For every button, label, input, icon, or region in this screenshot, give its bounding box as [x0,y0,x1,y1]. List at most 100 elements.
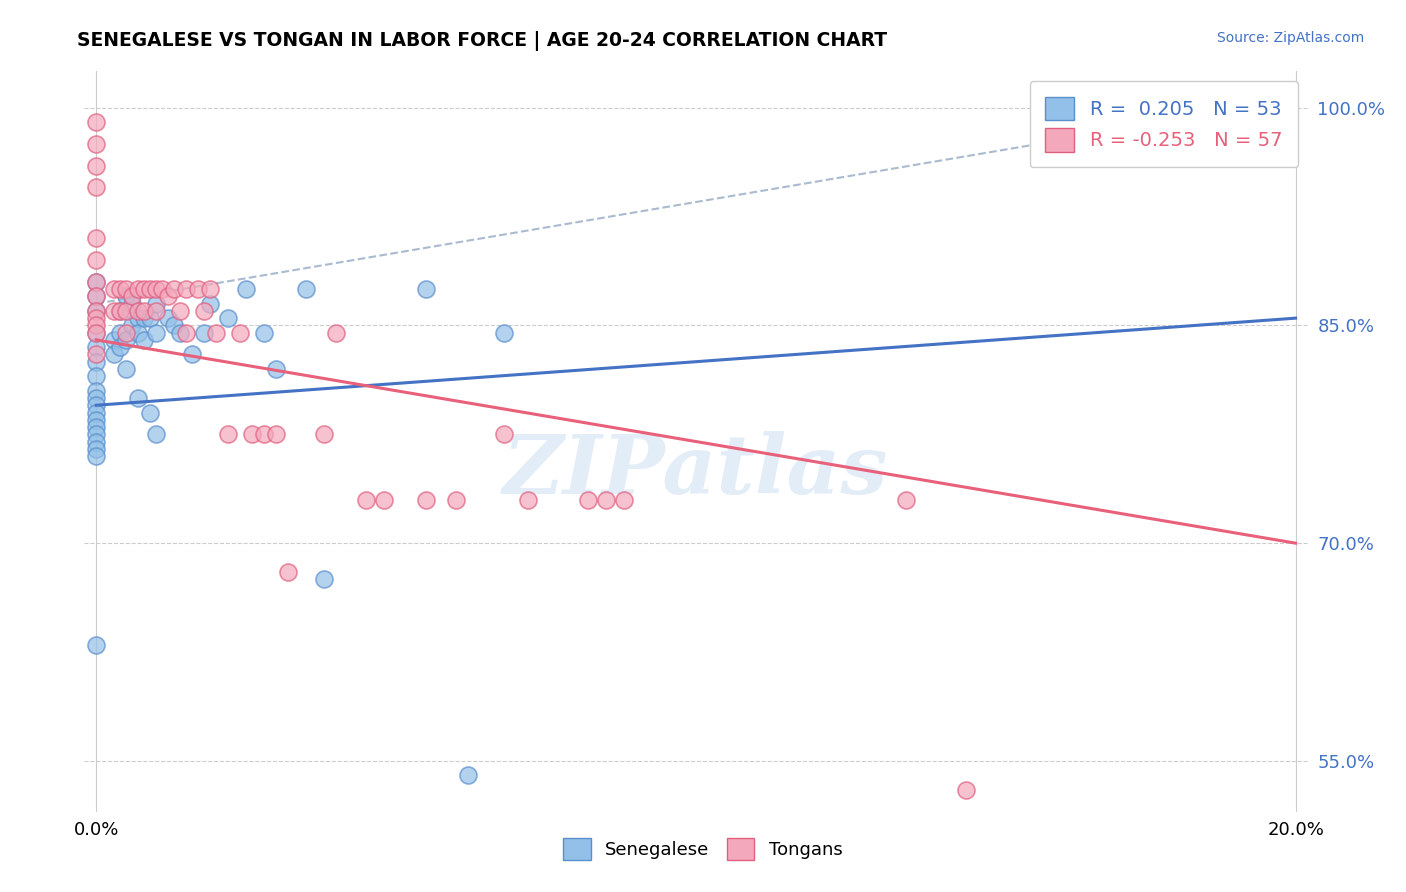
Point [86,405,108,419]
Point [205,326,228,340]
Point [145,427,167,442]
Point [145,326,167,340]
Point [127,304,149,318]
Point [415,282,437,296]
Point [127,326,149,340]
Point [193,326,215,340]
Point [145,296,167,310]
Point [157,289,180,303]
Point [86,420,108,434]
Point [169,304,191,318]
Point [86,326,108,340]
Point [457,768,479,782]
Point [229,326,252,340]
Point [86,289,108,303]
Point [86,427,108,442]
Point [134,304,156,318]
Text: SENEGALESE VS TONGAN IN LABOR FORCE | AGE 20-24 CORRELATION CHART: SENEGALESE VS TONGAN IN LABOR FORCE | AG… [77,31,887,51]
Point [86,391,108,405]
Point [103,333,125,347]
Point [354,492,377,507]
Point [277,565,299,579]
Point [115,304,138,318]
Point [115,282,138,296]
Text: Source: ZipAtlas.com: Source: ZipAtlas.com [1216,31,1364,45]
Point [86,347,108,361]
Point [163,282,186,296]
Point [595,492,617,507]
Point [240,427,263,442]
Point [150,282,173,296]
Point [115,289,138,303]
Point [139,405,162,419]
Point [193,304,215,318]
Point [494,427,516,442]
Point [139,282,162,296]
Point [110,304,132,318]
Legend: R =  0.205   N = 53, R = -0.253   N = 57: R = 0.205 N = 53, R = -0.253 N = 57 [1029,81,1298,168]
Point [110,304,132,318]
Point [253,427,276,442]
Point [613,492,636,507]
Point [295,282,318,296]
Point [264,362,287,376]
Text: ZIPatlas: ZIPatlas [503,431,889,511]
Point [86,275,108,289]
Point [86,354,108,368]
Point [163,318,186,333]
Point [217,311,239,326]
Point [86,326,108,340]
Point [115,333,138,347]
Point [145,282,167,296]
Point [444,492,467,507]
Point [314,573,336,587]
Point [86,638,108,652]
Point [415,492,437,507]
Point [235,282,257,296]
Point [86,159,108,173]
Point [115,326,138,340]
Point [373,492,395,507]
Point [86,340,108,354]
Point [121,289,143,303]
Point [110,340,132,354]
Point [110,282,132,296]
Point [86,231,108,245]
Point [517,492,540,507]
Point [200,296,222,310]
Legend: Senegalese, Tongans: Senegalese, Tongans [548,823,858,874]
Point [127,391,149,405]
Point [121,318,143,333]
Point [134,311,156,326]
Point [264,427,287,442]
Point [86,398,108,412]
Point [103,347,125,361]
Point [187,282,209,296]
Point [86,384,108,398]
Point [314,427,336,442]
Point [86,413,108,427]
Point [127,311,149,326]
Point [86,180,108,194]
Point [145,304,167,318]
Point [894,492,917,507]
Point [494,326,516,340]
Point [86,275,108,289]
Point [103,304,125,318]
Point [86,311,108,326]
Point [576,492,599,507]
Point [121,296,143,310]
Point [86,289,108,303]
Point [86,442,108,456]
Point [86,253,108,268]
Point [86,136,108,151]
Point [139,311,162,326]
Point [103,282,125,296]
Point [86,449,108,463]
Point [86,434,108,449]
Point [127,282,149,296]
Point [174,326,197,340]
Point [325,326,347,340]
Point [110,326,132,340]
Point [157,311,180,326]
